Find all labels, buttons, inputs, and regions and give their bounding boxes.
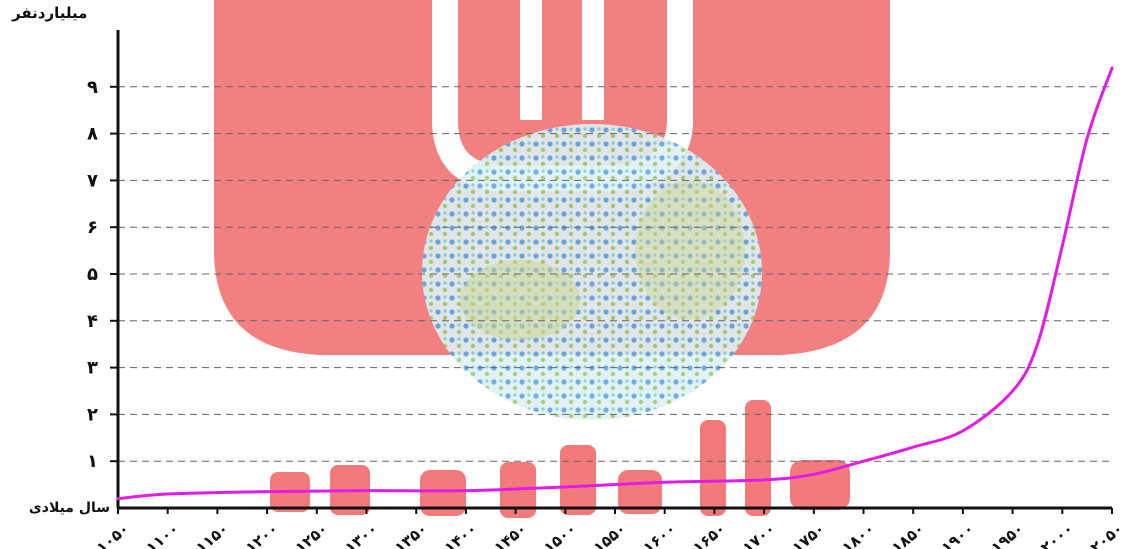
x-tick-label-1500: ۱۵۰۰ xyxy=(540,520,580,549)
y-tick-label-1: ۱ xyxy=(87,451,98,472)
x-tick-label-1450: ۱۴۵۰ xyxy=(491,520,531,549)
x-tick-label-1350: ۱۳۵۰ xyxy=(391,520,431,549)
x-tick-label-1700: ۱۷۰۰ xyxy=(739,520,779,549)
x-tick-label-1950: ۱۹۵۰ xyxy=(988,520,1028,549)
x-tick-label-1650: ۱۶۵۰ xyxy=(689,520,729,549)
x-tick-label-1150: ۱۱۵۰ xyxy=(192,520,232,549)
x-tick-label-1050: ۱۰۵۰ xyxy=(93,520,133,549)
x-tick-label-1100: ۱۱۰۰ xyxy=(143,520,183,549)
population-series-line xyxy=(116,66,1114,501)
watermark-text xyxy=(270,400,850,518)
axes xyxy=(110,30,1113,514)
y-tick-label-3: ۳ xyxy=(87,358,98,379)
x-tick-label-1900: ۱۹۰۰ xyxy=(938,520,978,549)
x-tick-label-2000: ۲۰۰۰ xyxy=(1037,520,1077,549)
x-tick-label-1600: ۱۶۰۰ xyxy=(640,520,680,549)
grid-lines xyxy=(118,86,1112,462)
y-tick-label-6: ۶ xyxy=(87,217,98,238)
y-axis-label: میلیاردنفر xyxy=(11,4,87,22)
y-tick-label-7: ۷ xyxy=(87,170,98,191)
x-tick-label-1550: ۱۵۵۰ xyxy=(590,520,630,549)
y-tick-label-4: ۴ xyxy=(87,311,98,332)
y-tick-label-2: ۲ xyxy=(87,404,98,425)
y-tick-label-8: ۸ xyxy=(87,124,98,145)
globe-illustration xyxy=(422,124,762,420)
x-tick-label-1750: ۱۷۵۰ xyxy=(789,520,829,549)
x-tick-label-1250: ۱۲۵۰ xyxy=(292,520,332,549)
x-tick-label-1800: ۱۸۰۰ xyxy=(838,520,878,549)
y-tick-label-5: ۵ xyxy=(87,264,98,285)
x-tick-label-2050: ۲۰۵۰ xyxy=(1087,520,1124,549)
series-layer xyxy=(116,66,1114,501)
x-tick-label-1200: ۱۲۰۰ xyxy=(242,520,282,549)
x-axis-label: سال میلادی xyxy=(29,500,110,516)
y-tick-label-9: ۹ xyxy=(87,77,98,98)
x-tick-label-1400: ۱۴۰۰ xyxy=(441,520,481,549)
x-tick-label-1300: ۱۳۰۰ xyxy=(341,520,381,549)
x-tick-label-1850: ۱۸۵۰ xyxy=(888,520,928,549)
